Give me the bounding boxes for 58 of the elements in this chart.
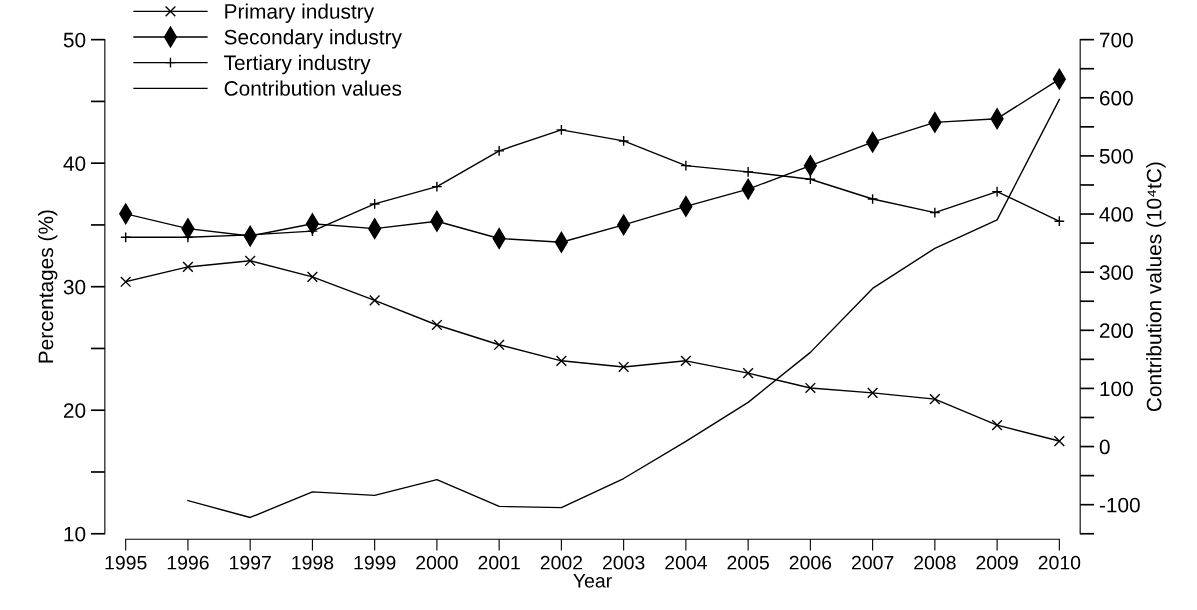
point: [120, 276, 132, 288]
x-tick-label: 1998: [292, 555, 334, 570]
point: [1053, 435, 1065, 447]
x-tick-label: 2009: [976, 555, 1018, 570]
x-tick-label: 2003: [602, 555, 645, 570]
point: [867, 193, 879, 205]
point: [182, 261, 194, 273]
point: [306, 271, 318, 283]
y2-tick-label: 600: [1099, 90, 1133, 106]
x-tick-label: 2004: [665, 555, 707, 570]
y-tick-label: 30: [63, 279, 86, 295]
y-axis-title: Percentages (%): [37, 210, 58, 363]
point: [929, 393, 941, 405]
point: [742, 367, 754, 379]
point: [369, 294, 381, 306]
legend-label: Tertiary industry: [224, 54, 371, 75]
y-tick-label: 10: [64, 526, 86, 542]
point: [431, 319, 443, 331]
x-tick-label: 2005: [727, 555, 769, 570]
point: [618, 135, 630, 147]
point: [618, 361, 630, 373]
y2-tick-label: 300: [1099, 265, 1133, 280]
point: [555, 124, 567, 136]
y2-tick-label: 200: [1099, 323, 1133, 339]
x-tick-label: 2010: [1038, 555, 1081, 570]
x-tick-label: 1995: [105, 555, 147, 570]
x-tick-label: 2007: [851, 555, 894, 570]
y2-tick-label: 400: [1099, 207, 1133, 222]
y2-tick-label: 100: [1100, 381, 1133, 397]
y2-axis-title: Contribution values (10⁴tC): [1146, 162, 1166, 412]
y-tick-label: 40: [63, 156, 86, 171]
x-tick-label: 2001: [478, 555, 520, 570]
point: [991, 419, 1003, 431]
x-tick-label: 1996: [167, 555, 209, 570]
x-axis-title: Year: [573, 574, 612, 588]
legend-label: Contribution values: [224, 80, 402, 96]
x-tick-label: 2008: [914, 555, 956, 570]
x-tick-label: 2000: [416, 555, 458, 570]
y2-tick-label: 500: [1099, 148, 1133, 164]
y-tick-label: 20: [63, 403, 86, 418]
x-tick-label: 1999: [354, 555, 396, 570]
x-tick-label: 2002: [540, 555, 583, 570]
x-tick-label: 2006: [789, 555, 832, 570]
point: [244, 255, 256, 267]
point: [867, 387, 879, 399]
point: [680, 355, 692, 367]
point: [1053, 215, 1065, 227]
legend-label: Primary industry: [225, 3, 375, 23]
point: [555, 355, 567, 367]
y2-tick-label: 700: [1100, 32, 1133, 48]
x-tick-label: 1997: [230, 555, 271, 570]
point: [369, 198, 381, 210]
y2-tick-label: 0: [1099, 439, 1110, 455]
y-tick-label: 50: [63, 32, 86, 48]
legend-label: Secondary industry: [224, 29, 402, 49]
point: [493, 339, 505, 351]
y2-tick-label: -100: [1099, 497, 1140, 513]
point: [804, 382, 816, 394]
